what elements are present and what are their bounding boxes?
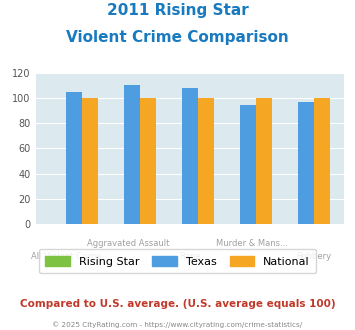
- Text: © 2025 CityRating.com - https://www.cityrating.com/crime-statistics/: © 2025 CityRating.com - https://www.city…: [53, 322, 302, 328]
- Text: 2011 Rising Star: 2011 Rising Star: [106, 3, 248, 18]
- Text: All Violent Crime: All Violent Crime: [31, 252, 102, 261]
- Text: Rape: Rape: [179, 252, 201, 261]
- Bar: [66, 91, 82, 224]
- Text: Murder & Mans...: Murder & Mans...: [216, 239, 288, 248]
- Text: Aggravated Assault: Aggravated Assault: [87, 239, 169, 248]
- Bar: [140, 98, 156, 224]
- Text: Compared to U.S. average. (U.S. average equals 100): Compared to U.S. average. (U.S. average …: [20, 299, 335, 309]
- Text: Violent Crime Comparison: Violent Crime Comparison: [66, 30, 289, 45]
- Bar: [82, 98, 98, 224]
- Legend: Rising Star, Texas, National: Rising Star, Texas, National: [39, 249, 316, 273]
- Bar: [256, 98, 272, 224]
- Bar: [124, 85, 140, 224]
- Bar: [198, 98, 214, 224]
- Text: Robbery: Robbery: [296, 252, 331, 261]
- Bar: [182, 88, 198, 224]
- Bar: [314, 98, 330, 224]
- Bar: [298, 102, 314, 224]
- Bar: [240, 106, 256, 224]
